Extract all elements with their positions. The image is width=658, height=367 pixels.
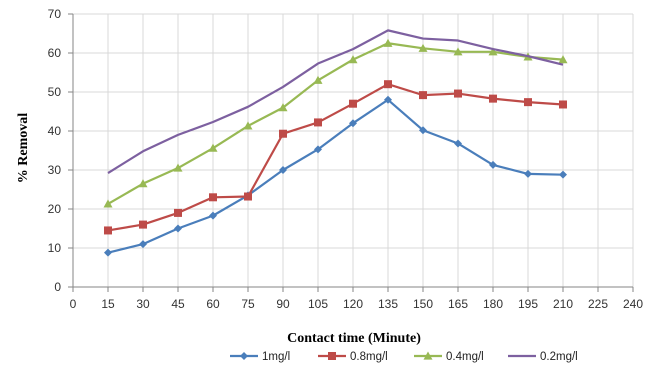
x-tick-label: 180 [483, 297, 503, 311]
tick-labels: 0 10 20 30 40 50 60 70 0 15 30 45 60 75 90 105 120 135 150… [48, 7, 644, 311]
data-point-diamond [104, 248, 112, 257]
y-tick-label: 50 [48, 85, 62, 99]
data-point-square [314, 118, 322, 127]
y-axis-title: % Removal [16, 113, 31, 183]
data-point-triangle [278, 103, 288, 112]
data-point-diamond [314, 145, 322, 154]
x-tick-label: 210 [553, 297, 573, 311]
series-line [107, 29, 564, 175]
data-point-square [349, 99, 357, 108]
y-tick-label: 10 [48, 241, 62, 255]
data-point-diamond [209, 211, 217, 220]
x-tick-label: 75 [241, 297, 255, 311]
x-axis-title: Contact time (Minute) [287, 331, 421, 346]
x-tick-label: 0 [70, 297, 77, 311]
series-lines [103, 29, 568, 257]
data-point-triangle [138, 179, 148, 188]
data-point-triangle [208, 143, 218, 152]
gridlines [73, 13, 634, 287]
x-tick-label: 15 [101, 297, 115, 311]
data-point-triangle [423, 351, 433, 360]
x-tick-label: 45 [171, 297, 185, 311]
series-0-2mg-l [107, 29, 564, 175]
legend-item: 0.8mg/l [318, 351, 388, 363]
x-tick-label: 105 [308, 297, 328, 311]
data-point-triangle [383, 38, 393, 47]
data-point-square [384, 80, 392, 89]
x-tick-label: 240 [623, 297, 643, 311]
series-line [107, 98, 564, 254]
data-point-square [524, 98, 532, 107]
data-point-diamond [139, 240, 147, 249]
series-0-8mg-l [104, 80, 567, 235]
data-point-square [279, 129, 287, 138]
legend-label: 1mg/l [262, 351, 290, 363]
data-point-triangle [488, 47, 498, 56]
data-point-diamond [419, 126, 427, 135]
legend-item: 0.4mg/l [414, 351, 484, 363]
legend-label: 0.4mg/l [446, 351, 484, 363]
x-tick-label: 135 [378, 297, 398, 311]
data-point-square [174, 208, 182, 217]
legend-label: 0.8mg/l [350, 351, 388, 363]
x-tick-label: 30 [136, 297, 150, 311]
x-tick-label: 60 [206, 297, 220, 311]
x-tick-label: 165 [448, 297, 468, 311]
x-tick-label: 195 [518, 297, 538, 311]
data-point-diamond [279, 166, 287, 174]
data-point-square [244, 192, 252, 201]
legend: 1mg/l 0.8mg/l 0.4mg/l 0.2mg/l [230, 351, 578, 363]
y-tick-label: 0 [54, 280, 61, 294]
x-tick-label: 120 [343, 297, 363, 311]
data-point-diamond [454, 139, 462, 148]
data-point-triangle [313, 75, 323, 84]
legend-item: 1mg/l [230, 351, 290, 363]
series-0-4mg-l [103, 38, 568, 208]
data-point-square [328, 352, 336, 360]
y-tick-label: 30 [48, 163, 62, 177]
axes [68, 13, 634, 292]
data-point-square [489, 94, 497, 103]
data-point-square [454, 89, 462, 98]
data-point-triangle [418, 43, 428, 52]
y-tick-label: 40 [48, 124, 62, 138]
series-line [107, 83, 564, 232]
data-point-square [209, 193, 217, 202]
data-point-diamond [524, 169, 532, 178]
data-point-diamond [489, 160, 497, 169]
data-point-triangle [243, 121, 253, 130]
data-point-diamond [559, 170, 567, 179]
data-point-triangle [348, 55, 358, 64]
data-point-triangle [103, 199, 113, 208]
data-point-diamond [349, 119, 357, 128]
x-tick-label: 90 [276, 297, 290, 311]
data-point-triangle [558, 55, 568, 64]
data-point-square [104, 226, 112, 235]
series-line [107, 42, 564, 205]
data-point-diamond [240, 352, 248, 360]
y-tick-label: 60 [48, 46, 62, 60]
data-point-triangle [173, 163, 183, 172]
x-tick-label: 225 [588, 297, 608, 311]
y-tick-label: 20 [48, 202, 62, 216]
data-point-diamond [174, 224, 182, 233]
legend-item: 0.2mg/l [508, 351, 578, 363]
legend-label: 0.2mg/l [540, 351, 578, 363]
data-point-triangle [453, 47, 463, 56]
data-point-square [559, 100, 567, 109]
data-point-square [419, 91, 427, 100]
data-point-diamond [384, 95, 392, 104]
data-point-square [139, 220, 147, 229]
series-1mg-l [104, 95, 567, 257]
x-tick-label: 150 [413, 297, 433, 311]
y-tick-label: 70 [48, 7, 62, 21]
